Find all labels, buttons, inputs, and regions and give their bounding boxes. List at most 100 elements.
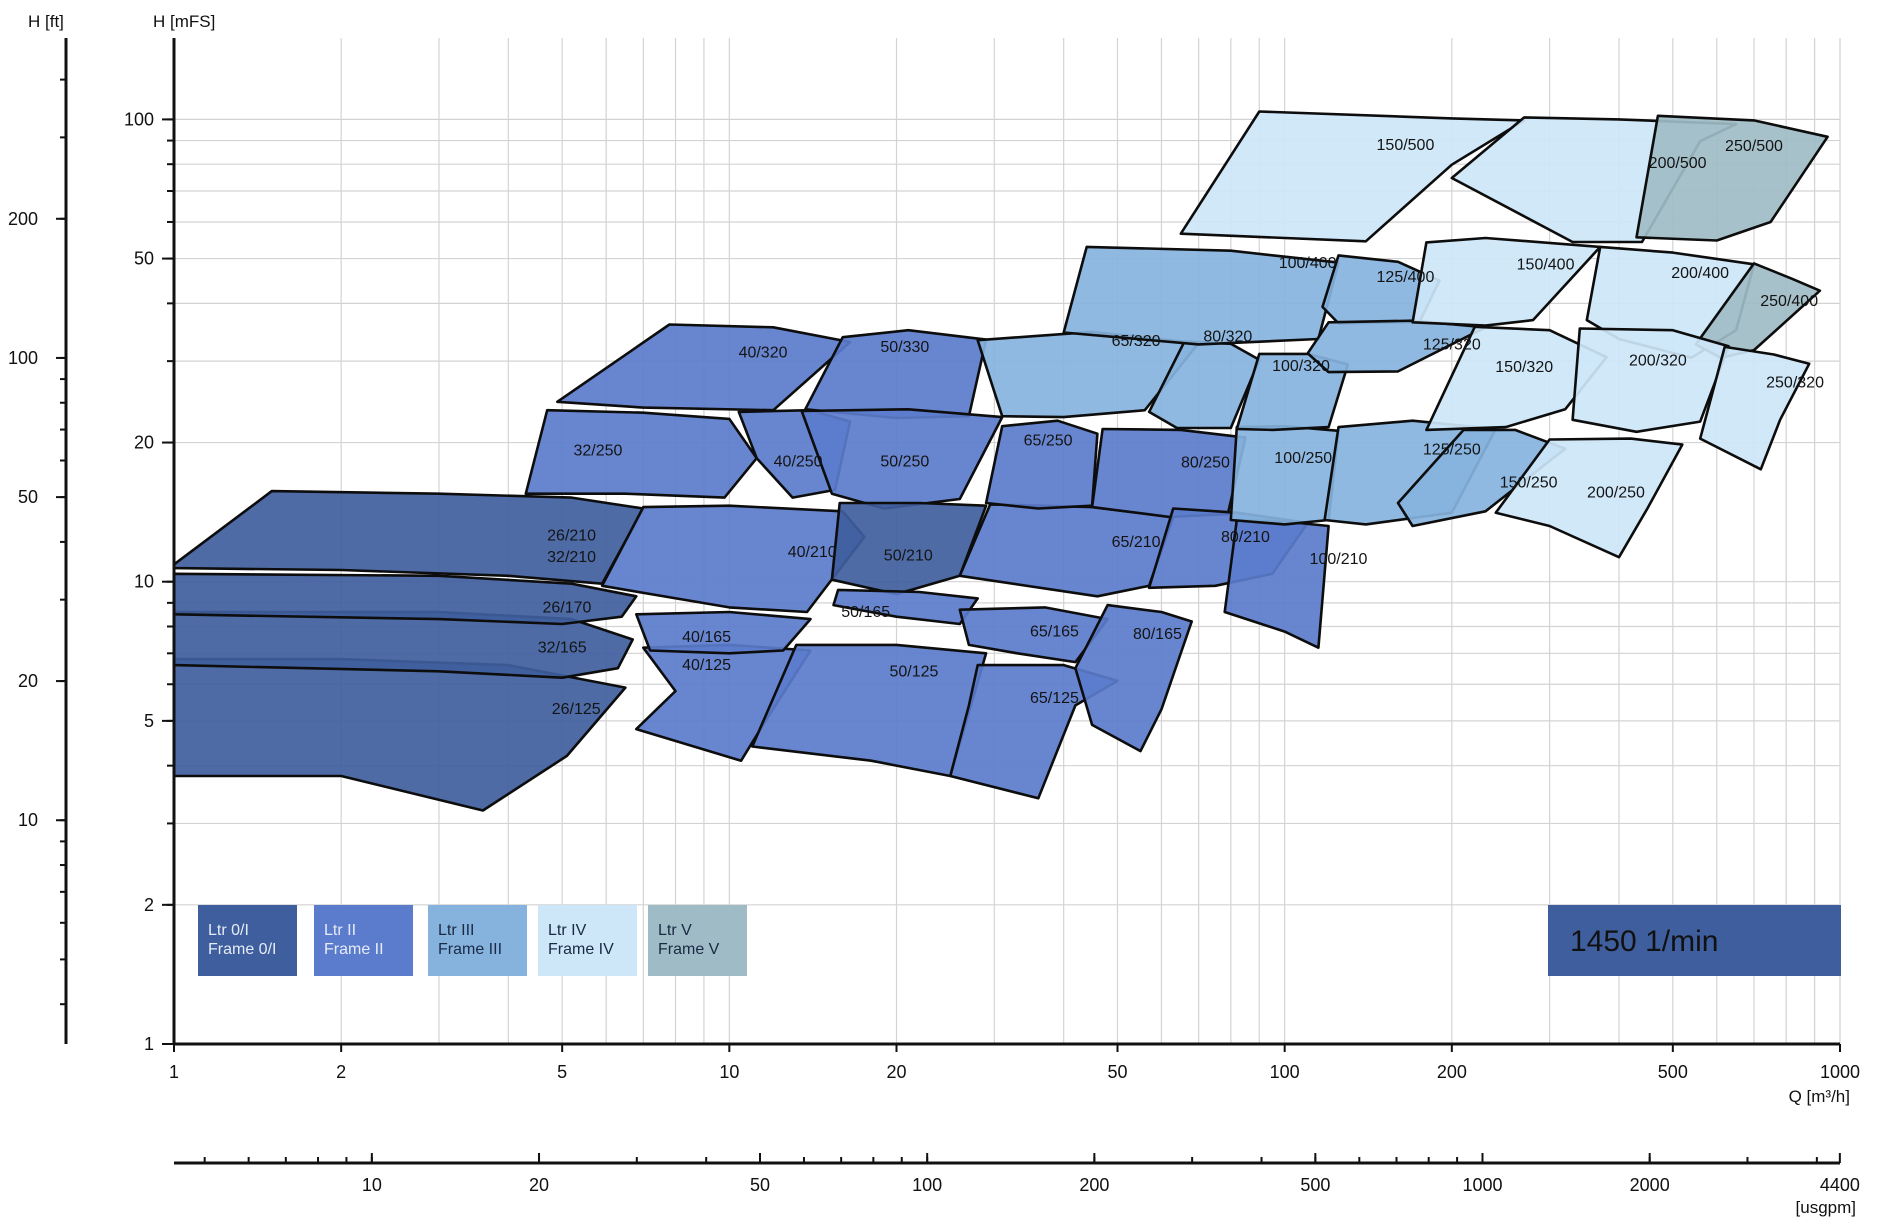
usgpm-tick-label: 10 xyxy=(362,1175,382,1195)
pump-zone-80-165 xyxy=(1074,603,1193,753)
pump-zone-label: 50/250 xyxy=(880,453,929,470)
pump-zone-65-165 xyxy=(958,606,1109,664)
pump-zone-150-500 xyxy=(1179,110,1526,243)
pump-zone-label: 26/125 xyxy=(552,701,601,718)
pump-zone-label: 250/500 xyxy=(1725,138,1783,155)
pump-zone-label: 250/320 xyxy=(1766,374,1824,391)
y-tick-label: 100 xyxy=(124,109,154,129)
pump-zone-label: 50/210 xyxy=(884,547,933,564)
x-tick-label: 10 xyxy=(719,1062,739,1082)
pump-zone-200-250 xyxy=(1494,437,1684,559)
y-axis-title: H [mFS] xyxy=(153,12,215,31)
legend-swatch xyxy=(538,905,637,976)
pump-zone-label: 80/250 xyxy=(1181,455,1230,472)
pump-zone-label: 26/210 xyxy=(547,527,596,544)
ft-tick-label: 50 xyxy=(18,487,38,507)
pump-zone-150-320 xyxy=(1425,325,1608,432)
x-tick-label: 20 xyxy=(886,1062,906,1082)
legend-line2: Frame IV xyxy=(548,941,614,958)
legend-line2: Frame V xyxy=(658,941,720,958)
pump-zone-label: 125/320 xyxy=(1423,336,1481,353)
legend-line1: Ltr 0/I xyxy=(208,922,249,939)
pump-zone-label: 80/165 xyxy=(1133,626,1182,643)
legend-line2: Frame 0/I xyxy=(208,941,276,958)
ft-tick-label: 100 xyxy=(8,348,38,368)
pump-zone-label: 40/125 xyxy=(682,657,731,674)
pump-zone-label: 200/400 xyxy=(1671,265,1729,282)
pump-zone-32-250 xyxy=(524,408,759,499)
usgpm-tick-label: 50 xyxy=(750,1175,770,1195)
usgpm-axis-title: [usgpm] xyxy=(1796,1198,1856,1217)
pump-zone-label: 150/250 xyxy=(1500,474,1558,491)
pump-zone-40-165 xyxy=(634,610,812,655)
pump-zone-50-165 xyxy=(832,588,980,626)
pump-zone-40-320 xyxy=(555,323,852,412)
ft-axis-title: H [ft] xyxy=(28,12,64,31)
pump-zone-label: 100/400 xyxy=(1279,255,1337,272)
usgpm-tick-label: 4400 xyxy=(1820,1175,1860,1195)
usgpm-tick-label: 100 xyxy=(912,1175,942,1195)
usgpm-tick-label: 500 xyxy=(1300,1175,1330,1195)
legend-line1: Ltr III xyxy=(438,922,474,939)
pump-zone-label: 26/170 xyxy=(542,599,591,616)
y-tick-label: 5 xyxy=(144,711,154,731)
legend-swatch xyxy=(648,905,747,976)
legend-swatch xyxy=(198,905,297,976)
pump-zone-26-170 xyxy=(172,572,638,626)
speed-badge xyxy=(1548,905,1841,976)
pump-zone-label: 40/320 xyxy=(739,345,788,362)
ft-tick-label: 10 xyxy=(18,810,38,830)
pump-zone-label: 80/210 xyxy=(1221,529,1270,546)
pump-zone-label: 200/250 xyxy=(1587,484,1645,501)
usgpm-tick-label: 1000 xyxy=(1462,1175,1502,1195)
pump-zone-label: 125/250 xyxy=(1423,442,1481,459)
pump-zone-200-320 xyxy=(1571,327,1730,434)
speed-label: 1450 1/min xyxy=(1570,925,1718,958)
pump-zone-labels: 26/125 32/165 26/170 26/210 32/210 40/125 40/1… xyxy=(538,137,1824,718)
usgpm-tick-label: 20 xyxy=(529,1175,549,1195)
pump-zone-label: 150/500 xyxy=(1377,137,1435,154)
pump-zones xyxy=(172,110,1829,812)
pump-zone-label: 150/320 xyxy=(1495,359,1553,376)
y-tick-label: 50 xyxy=(134,249,154,269)
axes: 1 2 5 10 20 50 100 200 500 1000 1 2 5 10 20 50 100 10 20 50… xyxy=(8,38,1860,1195)
pump-zone-label: 200/320 xyxy=(1629,352,1687,369)
legend-line2: Frame II xyxy=(324,941,384,958)
pump-zone-label: 50/330 xyxy=(880,339,929,356)
usgpm-tick-label: 200 xyxy=(1079,1175,1109,1195)
pump-zone-label: 50/125 xyxy=(889,663,938,680)
pump-zone-250-320 xyxy=(1698,345,1811,471)
pump-zone-label: 100/320 xyxy=(1272,358,1330,375)
pump-zone-label: 100/210 xyxy=(1310,551,1368,568)
y-tick-label: 1 xyxy=(144,1034,154,1054)
x-tick-label: 2 xyxy=(336,1062,346,1082)
x-tick-label: 200 xyxy=(1437,1062,1467,1082)
pump-zone-65-125 xyxy=(948,663,1119,800)
x-tick-label: 1000 xyxy=(1820,1062,1860,1082)
legend-line1: Ltr II xyxy=(324,922,356,939)
pump-zone-50-125 xyxy=(750,643,988,778)
pump-zone-150-400 xyxy=(1411,236,1602,327)
pump-zone-label: 65/320 xyxy=(1112,333,1161,350)
pump-zone-label: 32/250 xyxy=(573,443,622,460)
pump-zone-50-250 xyxy=(800,407,1004,510)
legend-swatch xyxy=(314,905,413,976)
pump-zone-100-250 xyxy=(1229,424,1340,526)
pump-zone-label: 40/210 xyxy=(788,544,837,561)
pump-zone-250-500 xyxy=(1635,114,1829,242)
x-tick-label: 500 xyxy=(1658,1062,1688,1082)
legend-line2: Frame III xyxy=(438,941,502,958)
y-tick-label: 10 xyxy=(134,572,154,592)
pump-zone-label: 40/250 xyxy=(774,453,823,470)
pump-zone-label: 150/400 xyxy=(1517,256,1575,273)
legend-line1: Ltr IV xyxy=(548,922,587,939)
legend: Ltr 0/I Frame 0/I Ltr II Frame II Ltr III Fra… xyxy=(198,905,747,976)
x-tick-label: 1 xyxy=(169,1062,179,1082)
ft-tick-label: 20 xyxy=(18,671,38,691)
pump-zone-label: 80/320 xyxy=(1203,329,1252,346)
pump-zone-80-250 xyxy=(1090,427,1247,519)
pump-zone-label: 200/500 xyxy=(1649,155,1707,172)
legend-swatch xyxy=(428,905,527,976)
pump-zone-label: 40/165 xyxy=(682,629,731,646)
